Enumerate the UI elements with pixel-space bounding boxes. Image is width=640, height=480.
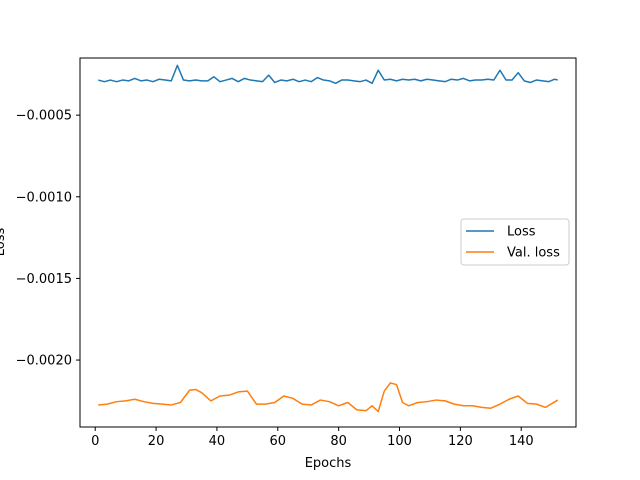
series-layer (98, 64, 559, 413)
series-line-0 (98, 64, 558, 85)
y-tick-label: −0.0020 (16, 354, 72, 369)
x-tick-label: 140 (509, 434, 534, 449)
plot-frame (79, 57, 577, 428)
y-axis: −0.0005 −0.0010 −0.0015 −0.0020 (16, 109, 80, 369)
legend-label-1: Val. loss (507, 246, 560, 261)
x-tick-label: 0 (91, 434, 99, 449)
x-axis: 0 20 40 60 80 100 120 140 (91, 427, 534, 449)
x-tick-label: 20 (148, 434, 165, 449)
x-axis-title: Epochs (305, 456, 352, 471)
x-tick-label: 120 (448, 434, 473, 449)
x-tick-label: 40 (209, 434, 226, 449)
x-tick-label: 60 (270, 434, 287, 449)
y-axis-title: Loss (0, 228, 8, 257)
x-tick-label: 100 (387, 434, 412, 449)
series-line-1 (98, 382, 559, 413)
y-tick-label: −0.0005 (16, 109, 72, 124)
legend-label-0: Loss (507, 225, 536, 240)
legend: Loss Val. loss (460, 218, 570, 266)
x-tick-label: 80 (330, 434, 347, 449)
y-tick-label: −0.0015 (16, 272, 72, 287)
y-tick-label: −0.0010 (16, 190, 72, 205)
